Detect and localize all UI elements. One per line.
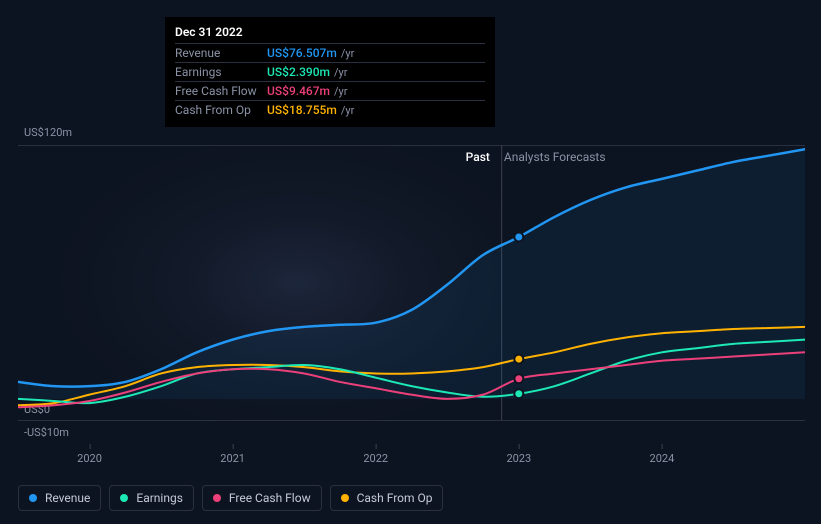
legend-label: Earnings xyxy=(136,491,183,505)
tooltip-date: Dec 31 2022 xyxy=(175,25,485,39)
x-tick-mark xyxy=(376,444,377,449)
gridline xyxy=(18,420,805,421)
y-axis-label: -US$10m xyxy=(24,426,69,439)
legend-label: Cash From Op xyxy=(357,491,433,505)
legend-dot xyxy=(341,494,349,502)
legend-label: Revenue xyxy=(45,491,90,505)
forecast-label: Analysts Forecasts xyxy=(504,150,606,164)
tooltip-row-value: US$76.507m xyxy=(267,46,337,60)
tooltip-row-suffix: /yr xyxy=(341,104,354,117)
legend-dot xyxy=(120,494,128,502)
marker-free-cash-flow xyxy=(514,374,523,383)
chart-legend: Revenue Earnings Free Cash Flow Cash From O… xyxy=(18,485,443,511)
x-tick-mark xyxy=(90,444,91,449)
x-axis-tick: 2020 xyxy=(77,452,102,465)
x-axis-tick: 2022 xyxy=(363,452,388,465)
y-axis-label: US$120m xyxy=(24,126,72,139)
tooltip-row-suffix: /yr xyxy=(341,47,354,60)
legend-item-free-cash-flow[interactable]: Free Cash Flow xyxy=(202,485,322,511)
tooltip-row: Free Cash FlowUS$9.467m/yr xyxy=(175,81,485,100)
tooltip-row-value: US$18.755m xyxy=(267,103,337,117)
tooltip-row-suffix: /yr xyxy=(334,85,347,98)
legend-dot xyxy=(29,494,37,502)
legend-item-earnings[interactable]: Earnings xyxy=(109,485,194,511)
tooltip-row-label: Cash From Op xyxy=(175,103,267,117)
tooltip-row-label: Free Cash Flow xyxy=(175,84,267,98)
legend-item-cash-from-op[interactable]: Cash From Op xyxy=(330,485,444,511)
legend-item-revenue[interactable]: Revenue xyxy=(18,485,101,511)
marker-revenue xyxy=(514,233,523,242)
chart-tooltip: Dec 31 2022 RevenueUS$76.507m/yrEarnings… xyxy=(165,17,495,127)
past-label: Past xyxy=(466,150,490,164)
x-tick-mark xyxy=(519,444,520,449)
x-axis-tick: 2023 xyxy=(506,452,531,465)
legend-label: Free Cash Flow xyxy=(229,491,311,505)
tooltip-row: RevenueUS$76.507m/yr xyxy=(175,43,485,62)
tooltip-row-value: US$2.390m xyxy=(267,65,330,79)
tooltip-row: EarningsUS$2.390m/yr xyxy=(175,62,485,81)
tooltip-row: Cash From OpUS$18.755m/yr xyxy=(175,100,485,119)
legend-dot xyxy=(213,494,221,502)
x-tick-mark xyxy=(662,444,663,449)
tooltip-row-label: Earnings xyxy=(175,65,267,79)
tooltip-row-suffix: /yr xyxy=(334,66,347,79)
chart-region-labels: Past Analysts Forecasts xyxy=(466,150,606,164)
x-tick-mark xyxy=(233,444,234,449)
tooltip-row-label: Revenue xyxy=(175,46,267,60)
marker-earnings xyxy=(514,389,523,398)
tooltip-row-value: US$9.467m xyxy=(267,84,330,98)
marker-cash-from-op xyxy=(514,355,523,364)
line-chart xyxy=(18,145,805,420)
x-axis-tick: 2021 xyxy=(220,452,245,465)
x-axis-tick: 2024 xyxy=(650,452,675,465)
